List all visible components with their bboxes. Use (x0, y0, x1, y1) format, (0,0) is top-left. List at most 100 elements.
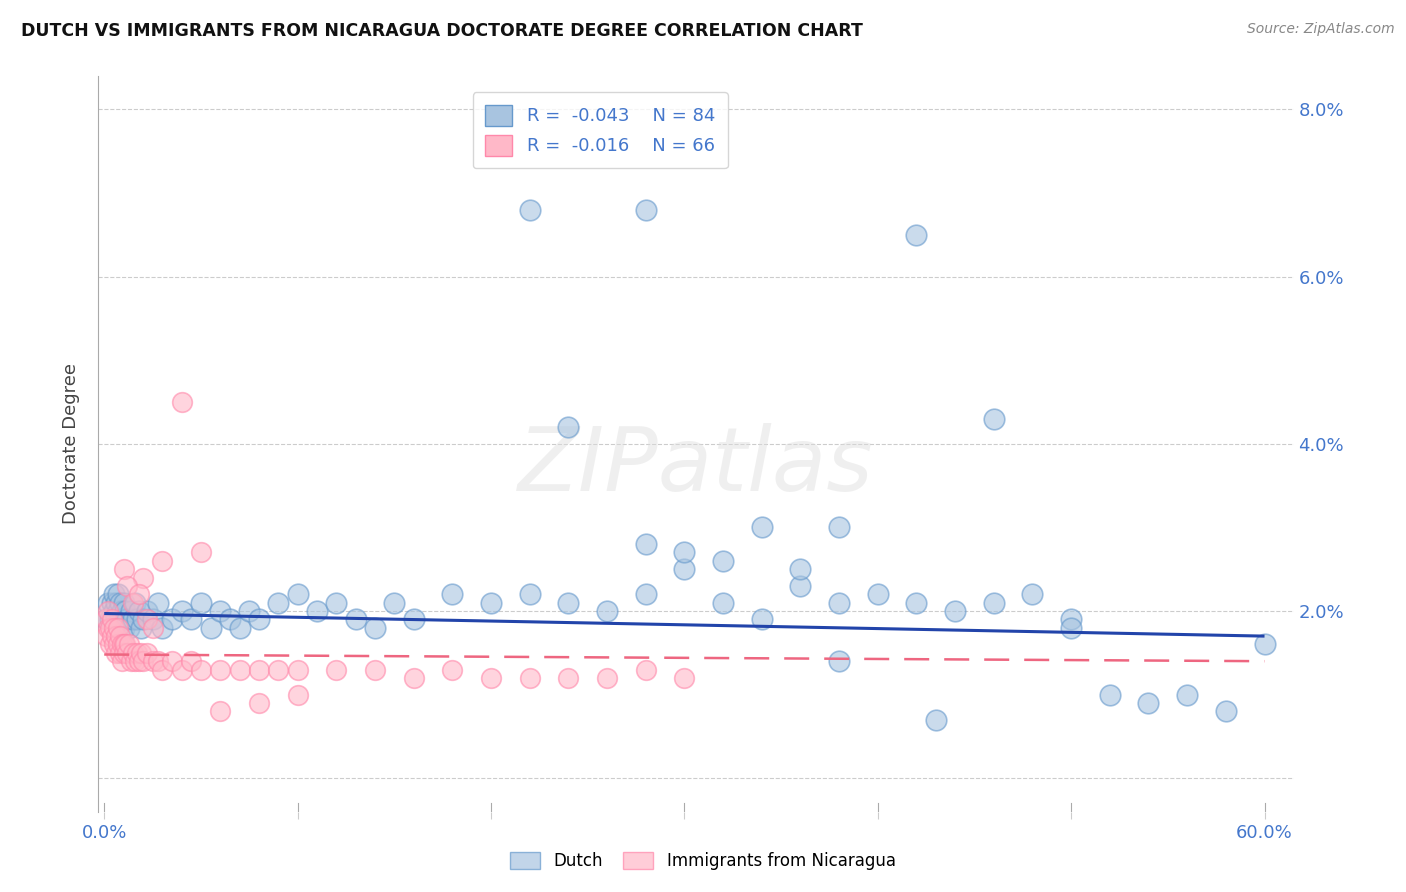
Point (120, 604, 142, 618)
Point (111, 612, 134, 626)
Point (1060, 612, 1083, 626)
Point (124, 654, 146, 668)
Point (160, 654, 183, 668)
Point (596, 671, 619, 685)
Point (1098, 688, 1121, 702)
Point (118, 621, 141, 635)
Point (103, 637, 125, 651)
Point (344, 612, 367, 626)
Point (441, 587, 464, 601)
Point (101, 612, 124, 626)
Point (789, 562, 811, 576)
Point (112, 596, 135, 610)
Point (96, 629, 118, 643)
Point (112, 562, 135, 576)
Point (1060, 621, 1083, 635)
Point (96, 612, 118, 626)
Point (132, 654, 155, 668)
Point (180, 654, 202, 668)
Point (107, 637, 129, 651)
Point (148, 654, 170, 668)
Point (97, 604, 120, 618)
Point (142, 621, 165, 635)
Point (402, 671, 425, 685)
Point (905, 596, 928, 610)
Point (557, 420, 579, 434)
Point (120, 654, 142, 668)
Point (142, 612, 165, 626)
Point (128, 654, 150, 668)
Point (104, 612, 127, 626)
Point (382, 596, 405, 610)
Point (305, 604, 328, 618)
Point (111, 637, 134, 651)
Text: ZIPatlas: ZIPatlas (519, 423, 873, 508)
Point (828, 596, 851, 610)
Point (673, 545, 696, 559)
Point (1215, 705, 1237, 719)
Point (132, 612, 155, 626)
Point (200, 621, 222, 635)
Point (107, 587, 129, 601)
Point (97, 621, 120, 635)
Point (789, 579, 811, 593)
Point (247, 696, 270, 710)
Point (287, 663, 309, 677)
Point (828, 520, 851, 534)
Point (519, 202, 541, 217)
Point (287, 587, 309, 601)
Point (1175, 688, 1198, 702)
Point (190, 545, 212, 559)
Point (673, 562, 696, 576)
Point (98, 621, 121, 635)
Legend: R =  -0.043    N = 84, R =  -0.016    N = 66: R = -0.043 N = 84, R = -0.016 N = 66 (472, 92, 728, 169)
Point (364, 621, 387, 635)
Point (124, 596, 146, 610)
Point (118, 637, 141, 651)
Point (129, 646, 152, 660)
Point (866, 587, 889, 601)
Point (97, 596, 120, 610)
Point (634, 587, 657, 601)
Point (219, 612, 242, 626)
Point (325, 663, 347, 677)
Point (122, 596, 145, 610)
Point (112, 621, 135, 635)
Point (905, 227, 928, 242)
Point (247, 612, 270, 626)
Point (634, 202, 657, 217)
Point (983, 596, 1005, 610)
Point (596, 604, 619, 618)
Point (238, 604, 260, 618)
Point (228, 621, 250, 635)
Point (117, 579, 139, 593)
Point (112, 646, 135, 660)
Point (108, 596, 131, 610)
Point (364, 663, 387, 677)
Point (479, 671, 502, 685)
Point (111, 604, 134, 618)
Point (711, 596, 734, 610)
Point (103, 587, 125, 601)
Point (634, 537, 657, 551)
Point (135, 646, 157, 660)
Point (1021, 587, 1043, 601)
Point (170, 663, 193, 677)
Point (751, 520, 773, 534)
Point (519, 587, 541, 601)
Point (98, 637, 121, 651)
Point (711, 554, 734, 568)
Point (943, 604, 966, 618)
Point (128, 604, 150, 618)
Point (267, 596, 290, 610)
Point (209, 604, 232, 618)
Point (983, 411, 1005, 425)
Point (160, 612, 183, 626)
Point (247, 663, 270, 677)
Point (117, 612, 139, 626)
Point (519, 671, 541, 685)
Point (1253, 637, 1275, 651)
Point (104, 596, 127, 610)
Point (135, 604, 157, 618)
Point (180, 612, 202, 626)
